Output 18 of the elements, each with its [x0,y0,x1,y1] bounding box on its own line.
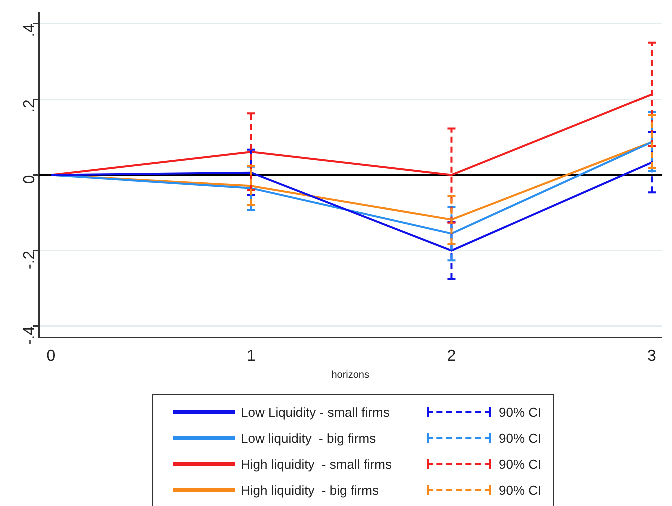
x-tick-label: 1 [247,348,256,365]
x-axis-title: horizons [332,370,370,381]
x-tick-label: 2 [447,348,456,365]
x-tick-label: 0 [46,348,56,365]
y-tick-label: .4 [22,24,39,38]
text: 90% CI [499,456,542,472]
text: 90% CI [499,430,542,446]
y-tick-label: -.2 [22,250,39,270]
legend-label: Low liquidity - big firms [241,430,378,446]
text: 90% CI [499,404,542,420]
text: 90% CI [499,482,542,498]
y-tick-label: 0 [22,175,39,184]
y-tick-label: -.4 [22,326,39,346]
legend-label: Low Liquidity - small firms [241,404,391,420]
legend-label: High liquidity - big firms [241,482,380,498]
x-tick-label: 3 [648,348,657,365]
y-tick-label: .2 [22,99,39,113]
legend-label: High liquidity - small firms [241,456,393,472]
